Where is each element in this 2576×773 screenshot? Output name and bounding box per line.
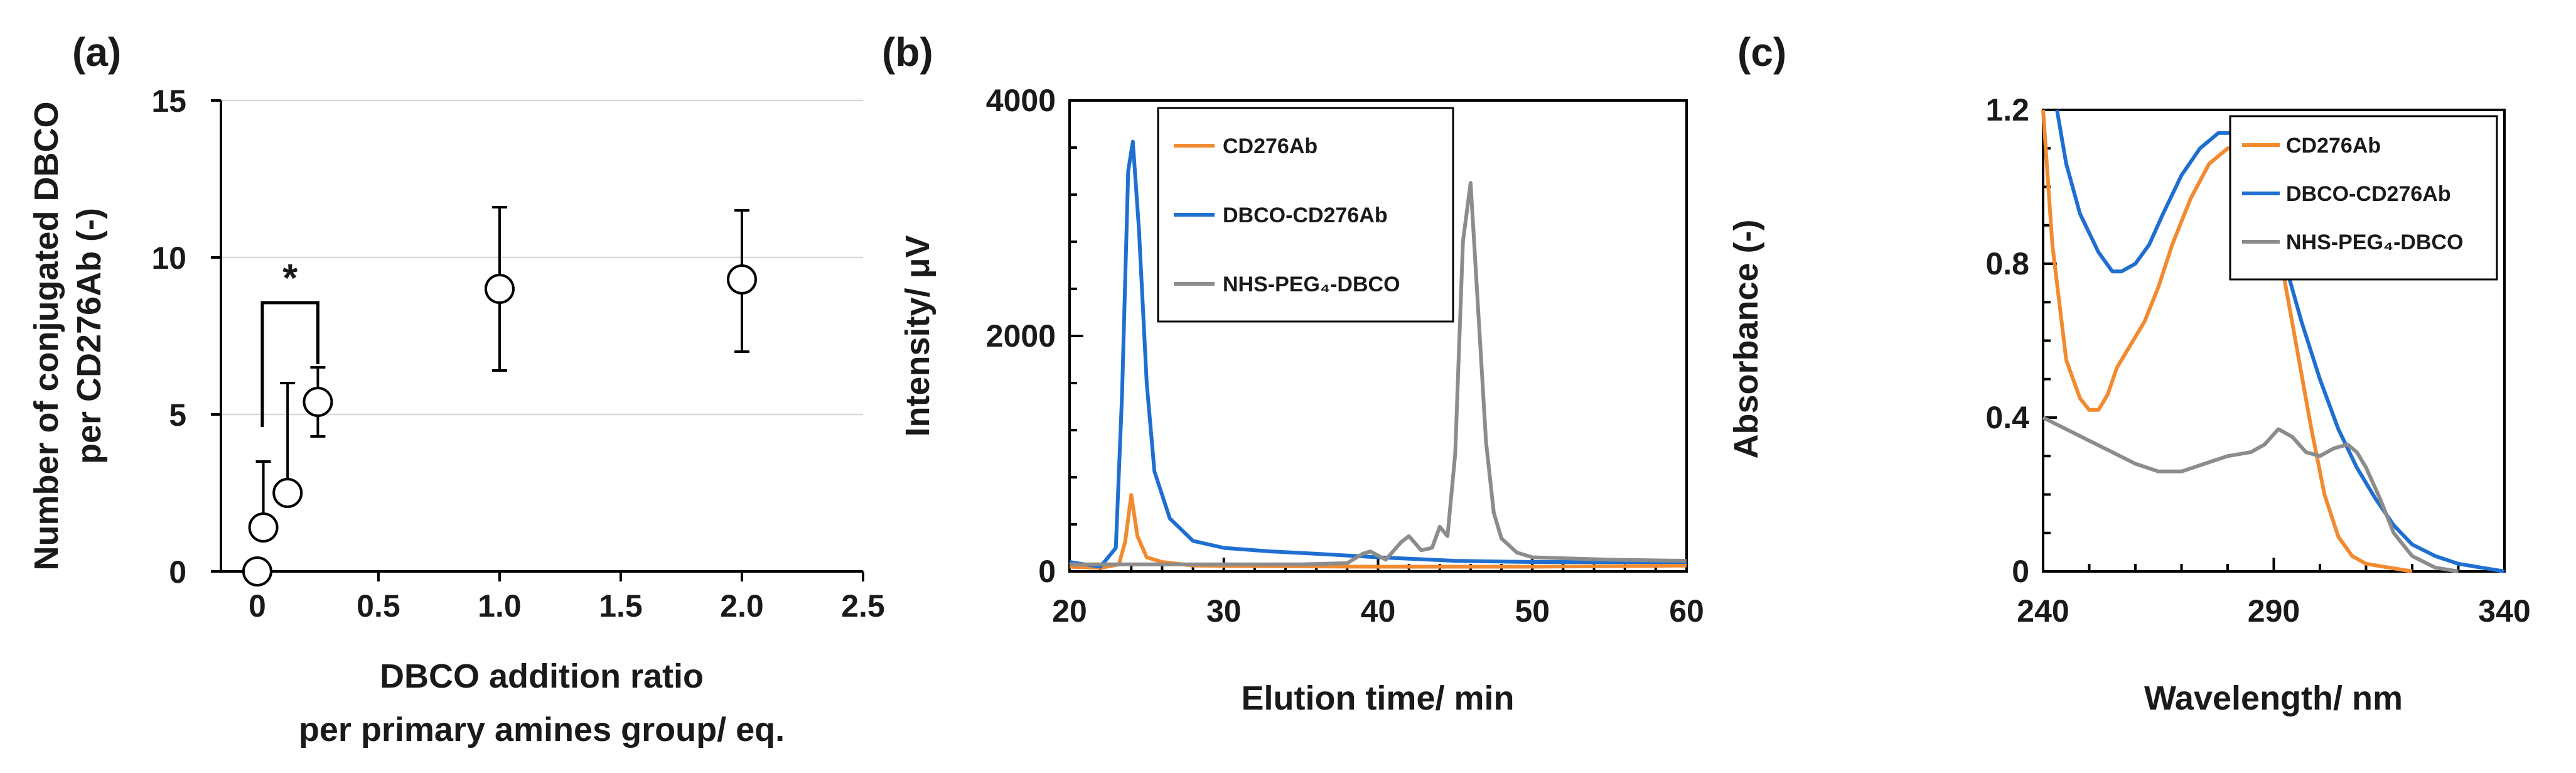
panel-a-significance-star: * — [282, 257, 298, 300]
panel-c-y-tick-label: 0.8 — [1985, 246, 2029, 281]
panel-a-y-tick-label: 5 — [169, 397, 186, 433]
panel-c-x-tick-labels: 240 290 340 — [2017, 593, 2530, 629]
panel-a-y-axis-title-line-2: per CD276Ab (-) — [70, 208, 108, 464]
panel-a-y-axis-title-line-1: Number of conjugated DBCO — [28, 101, 65, 570]
panel-a-data-point — [272, 478, 303, 508]
panel-b-x-tick-label: 50 — [1515, 593, 1550, 629]
panel-a-x-tick-label: 1.0 — [478, 588, 522, 624]
panel-a: (a) 0 5 10 15 0 0.5 1.0 1.5 2.0 2.5 * Nu… — [28, 30, 885, 749]
panel-b-x-tick-label: 30 — [1206, 593, 1242, 629]
panel-c: (c) 0 0.4 0.8 1.2 240 290 340 CD276Ab DB… — [1727, 30, 2531, 717]
panel-b-x-tick-label: 40 — [1361, 593, 1396, 629]
panel-b-series-line-1 — [1069, 139, 1687, 569]
panel-a-y-tick-labels: 0 5 10 15 — [151, 84, 186, 590]
panel-a-x-axis-title-line-1: DBCO addition ratio — [380, 657, 704, 695]
panel-c-y-tick-label: 0 — [2012, 554, 2029, 589]
panel-a-x-axis-title-line-2: per primary amines group/ eq. — [299, 711, 785, 749]
panel-b-series-line-2 — [1070, 181, 1687, 566]
panel-b-x-tick-labels: 20 30 40 50 60 — [1052, 593, 1704, 629]
panel-b-legend-label-nhs-peg4-dbco: NHS-PEG₄-DBCO — [1223, 273, 1400, 296]
panel-c-x-tick-label: 340 — [2478, 593, 2530, 629]
panel-a-x-tick-label: 0 — [249, 588, 266, 624]
panel-b-label: (b) — [882, 30, 933, 75]
panel-a-x-tick-label: 0.5 — [357, 588, 400, 624]
panel-a-gridlines — [221, 99, 863, 416]
panel-a-y-tick-label: 0 — [169, 554, 186, 590]
panel-c-y-tick-labels: 0 0.4 0.8 1.2 — [1985, 92, 2029, 589]
panel-c-series-line-2 — [2042, 416, 2459, 573]
panel-c-x-tick-label: 240 — [2017, 593, 2069, 629]
panel-b-y-tick-label: 4000 — [986, 83, 1056, 118]
panel-c-y-axis-title: Absorbance (-) — [1727, 219, 1765, 458]
panel-a-significance-bracket — [260, 301, 319, 427]
panel-b-y-tick-label: 0 — [1038, 554, 1056, 589]
panel-b-legend-label-dbco-cd276ab: DBCO-CD276Ab — [1223, 203, 1388, 227]
panel-a-data-point — [303, 387, 333, 417]
panel-b-y-axis-title: Intensity/ μV — [899, 235, 936, 436]
panel-c-legend-label-cd276ab: CD276Ab — [2286, 134, 2381, 158]
panel-b-y-tick-labels: 0 2000 4000 — [986, 83, 1056, 589]
panel-a-y-tick-label: 15 — [151, 84, 186, 119]
panel-b: (b) 0 2000 4000 20 30 40 50 60 CD276Ab D… — [882, 30, 1704, 717]
panel-b-legend-label-cd276ab: CD276Ab — [1223, 134, 1318, 158]
panel-c-legend: CD276Ab DBCO-CD276Ab NHS-PEG₄-DBCO — [2229, 115, 2498, 281]
panel-b-y-tick-label: 2000 — [986, 318, 1056, 354]
panel-a-ticks — [211, 99, 864, 581]
panel-a-label: (a) — [72, 30, 121, 75]
panel-c-y-tick-label: 0.4 — [1985, 400, 2029, 435]
panel-b-legend-box — [1157, 107, 1454, 323]
panel-c-series-line-0 — [2041, 109, 2413, 573]
panel-a-significance: * — [260, 257, 319, 427]
panel-a-data-point — [248, 512, 279, 543]
panel-a-data-point — [484, 274, 515, 304]
panel-b-x-axis-title: Elution time/ min — [1241, 679, 1514, 717]
panel-a-x-tick-label: 1.5 — [599, 588, 643, 624]
panel-a-x-tick-labels: 0 0.5 1.0 1.5 2.0 2.5 — [249, 588, 885, 624]
panel-a-y-tick-label: 10 — [151, 241, 186, 276]
panel-c-x-tick-label: 290 — [2248, 593, 2300, 629]
panel-b-x-tick-label: 20 — [1052, 593, 1087, 629]
panel-b-series — [1069, 139, 1687, 570]
panel-b-legend: CD276Ab DBCO-CD276Ab NHS-PEG₄-DBCO — [1157, 107, 1454, 323]
panel-b-x-tick-label: 60 — [1669, 593, 1704, 629]
panel-a-data-point — [242, 556, 272, 587]
panel-c-legend-label-dbco-cd276ab: DBCO-CD276Ab — [2286, 182, 2451, 206]
panel-c-y-tick-label: 1.2 — [1985, 92, 2029, 127]
panel-a-data-point — [726, 264, 757, 295]
panel-c-x-axis-title: Wavelength/ nm — [2144, 679, 2403, 717]
panel-c-label: (c) — [1737, 30, 1786, 75]
panel-c-legend-label-nhs-peg4-dbco: NHS-PEG₄-DBCO — [2286, 230, 2464, 254]
panel-a-x-tick-label: 2.0 — [720, 588, 764, 624]
panel-b-series-line-0 — [1069, 493, 1687, 570]
panel-a-points — [242, 206, 757, 587]
panel-a-x-tick-label: 2.5 — [841, 588, 885, 624]
